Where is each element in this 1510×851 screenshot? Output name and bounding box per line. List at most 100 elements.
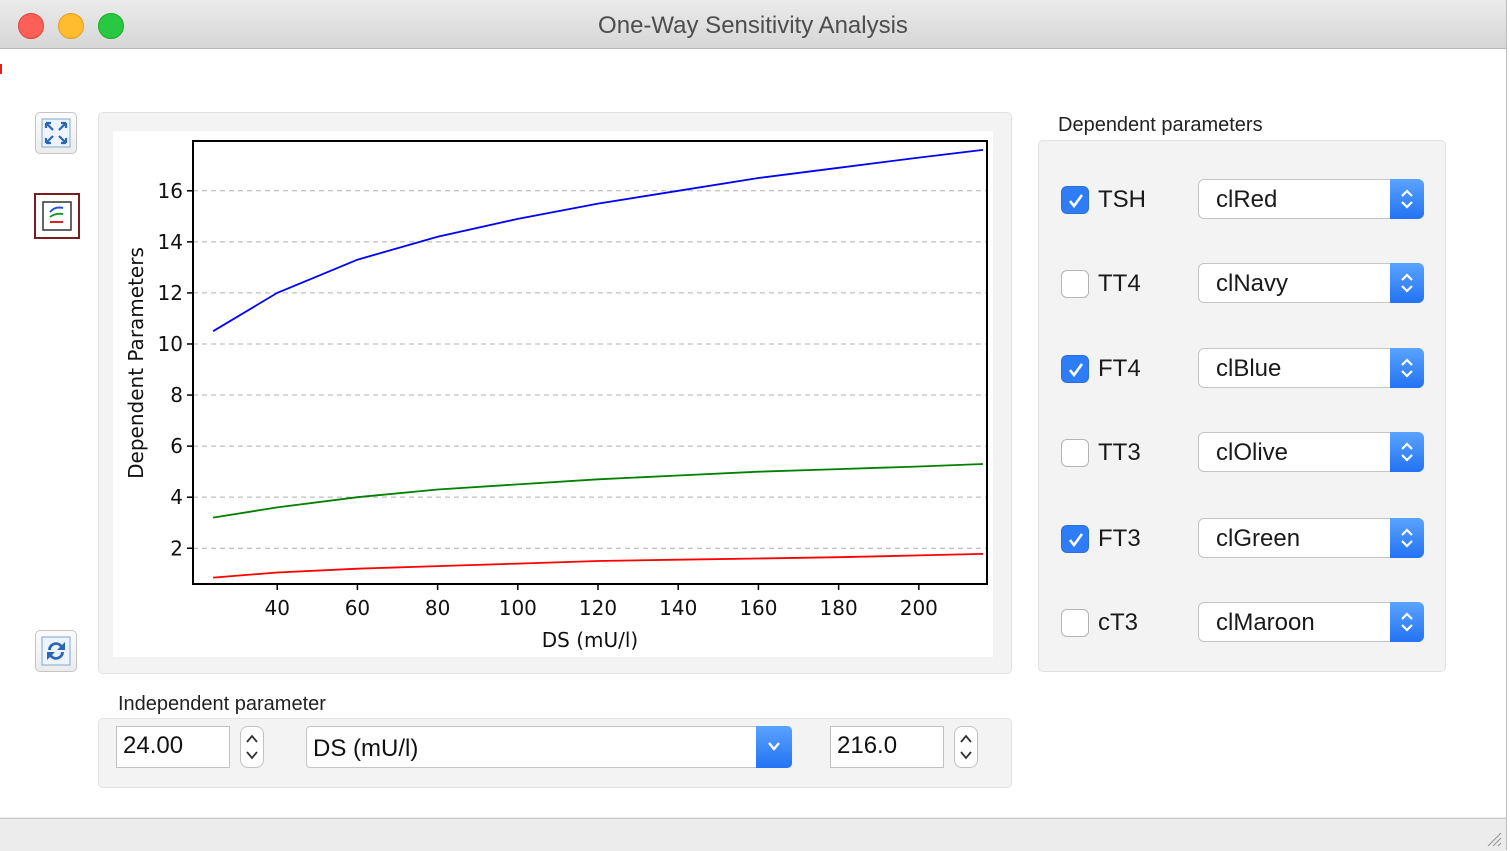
y-tick-label: 6	[170, 434, 183, 458]
y-tick-label: 14	[158, 230, 183, 254]
x-axis-label: DS (mU/l)	[542, 628, 638, 652]
tsh-color-value: clRed	[1216, 186, 1278, 213]
ft3-color-stepper[interactable]	[1390, 518, 1424, 558]
ft4-color-select[interactable]: clBlue	[1198, 348, 1424, 388]
ft3-checkbox[interactable]	[1061, 525, 1089, 553]
min-value-field[interactable]: 24.00	[116, 726, 230, 768]
dependent-row-tsh: TSH clRed	[1061, 178, 1425, 222]
ft4-color-stepper[interactable]	[1390, 348, 1424, 388]
up-down-chevron-icon	[1401, 442, 1413, 462]
y-axis-ticks: 2 4 6 8 10 12 14 16	[158, 179, 193, 560]
parameter-select-value: DS (mU/l)	[313, 735, 419, 762]
fit-to-window-icon	[41, 118, 71, 148]
tt4-color-value: clNavy	[1216, 270, 1289, 297]
plot-frame	[192, 140, 988, 585]
y-tick-label: 4	[170, 485, 183, 509]
tsh-color-stepper[interactable]	[1390, 179, 1424, 219]
ft3-label[interactable]: FT3	[1098, 525, 1141, 552]
maximize-window-button[interactable]	[98, 13, 124, 39]
ct3-color-stepper[interactable]	[1390, 602, 1424, 642]
tsh-checkbox[interactable]	[1061, 186, 1089, 214]
up-down-chevron-icon	[1401, 528, 1413, 548]
ct3-color-select[interactable]: clMaroon	[1198, 602, 1424, 642]
y-tick-label: 12	[158, 281, 183, 305]
ft3-color-select[interactable]: clGreen	[1198, 518, 1424, 558]
dependent-row-ct3: cT3 clMaroon	[1061, 601, 1425, 645]
x-tick-label: 180	[820, 596, 858, 620]
chevron-down-icon	[768, 742, 780, 751]
chart-background	[113, 131, 993, 657]
x-tick-label: 200	[900, 596, 938, 620]
refresh-button[interactable]	[35, 630, 77, 672]
tsh-color-select[interactable]: clRed	[1198, 179, 1424, 219]
x-tick-label: 120	[579, 596, 617, 620]
checkmark-icon	[1068, 363, 1084, 378]
x-tick-label: 100	[499, 596, 537, 620]
max-value-stepper[interactable]	[954, 726, 978, 768]
ct3-color-value: clMaroon	[1216, 609, 1315, 636]
tsh-label[interactable]: TSH	[1098, 186, 1146, 213]
tt3-color-value: clOlive	[1216, 439, 1289, 466]
tt3-color-select[interactable]: clOlive	[1198, 432, 1424, 472]
min-value-stepper[interactable]	[240, 726, 264, 768]
x-tick-label: 40	[264, 596, 289, 620]
tt4-checkbox[interactable]	[1061, 270, 1089, 298]
max-value-field[interactable]: 216.0	[830, 726, 944, 768]
x-tick-label: 160	[739, 596, 777, 620]
up-down-chevron-icon	[1401, 612, 1413, 632]
chart-grid	[193, 190, 987, 549]
y-tick-label: 2	[170, 536, 183, 560]
series-line-2	[212, 463, 984, 519]
y-tick-label: 16	[158, 179, 183, 203]
checkmark-icon	[1068, 194, 1084, 209]
tt3-label[interactable]: TT3	[1098, 439, 1141, 466]
independent-parameter-title: Independent parameter	[118, 693, 326, 715]
ct3-label[interactable]: cT3	[1098, 609, 1139, 636]
background-window-edge	[0, 64, 2, 74]
up-down-arrows-icon	[960, 734, 972, 760]
resize-grip-icon[interactable]	[1482, 827, 1502, 847]
ft3-color-value: clGreen	[1216, 525, 1301, 552]
ft4-checkbox[interactable]	[1061, 355, 1089, 383]
dependent-row-tt3: TT3 clOlive	[1061, 431, 1425, 475]
series-legend-icon	[42, 201, 72, 231]
ft4-color-value: clBlue	[1216, 355, 1282, 382]
x-tick-label: 80	[425, 596, 450, 620]
y-tick-label: 10	[158, 332, 183, 356]
x-axis-ticks: 40 60 80 100 120 140 160 180 200	[264, 584, 938, 620]
tt4-label[interactable]: TT4	[1098, 270, 1141, 297]
ft4-label[interactable]: FT4	[1098, 355, 1141, 382]
tt4-color-select[interactable]: clNavy	[1198, 263, 1424, 303]
up-down-chevron-icon	[1401, 358, 1413, 378]
parameter-select[interactable]: DS (mU/l)	[306, 726, 792, 768]
tt4-color-stepper[interactable]	[1390, 263, 1424, 303]
dependent-parameters-title: Dependent parameters	[1058, 114, 1263, 136]
up-down-chevron-icon	[1401, 273, 1413, 293]
parameter-select-button[interactable]	[756, 726, 792, 768]
dependent-parameters-panel	[1038, 140, 1446, 672]
minimize-window-button[interactable]	[58, 13, 84, 39]
dependent-row-tt4: TT4 clNavy	[1061, 262, 1425, 306]
tt3-color-stepper[interactable]	[1390, 432, 1424, 472]
up-down-arrows-icon	[246, 734, 258, 760]
window-title: One-Way Sensitivity Analysis	[598, 12, 908, 39]
tt3-checkbox[interactable]	[1061, 439, 1089, 467]
dependent-row-ft4: FT4 clBlue	[1061, 347, 1425, 391]
ct3-checkbox[interactable]	[1061, 609, 1089, 637]
dependent-row-ft3: FT3 clGreen	[1061, 517, 1425, 561]
title-bar[interactable]: One-Way Sensitivity Analysis	[0, 0, 1506, 49]
up-down-chevron-icon	[1401, 189, 1413, 209]
series-legend-button[interactable]	[34, 193, 80, 239]
checkmark-icon	[1068, 533, 1084, 548]
y-tick-label: 8	[170, 383, 183, 407]
x-tick-label: 60	[345, 596, 370, 620]
refresh-icon	[41, 636, 71, 666]
x-tick-label: 140	[659, 596, 697, 620]
close-window-button[interactable]	[18, 13, 44, 39]
status-bar	[0, 818, 1506, 851]
chart-series	[212, 149, 984, 579]
series-line-1	[212, 149, 984, 332]
series-line-3	[213, 553, 984, 579]
fit-to-window-button[interactable]	[35, 112, 77, 154]
